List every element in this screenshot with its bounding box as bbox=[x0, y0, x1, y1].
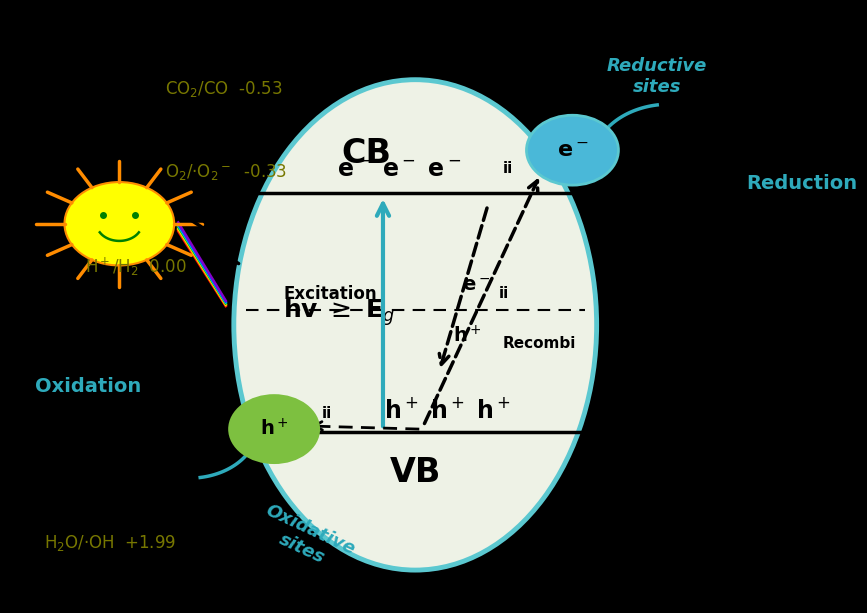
Text: Oxidative
sites: Oxidative sites bbox=[254, 501, 358, 577]
Text: h$^+$: h$^+$ bbox=[453, 326, 482, 346]
Text: Reductive
sites: Reductive sites bbox=[607, 57, 707, 96]
Text: Excitation: Excitation bbox=[284, 285, 377, 303]
Text: CO$_2$/CO  -0.53: CO$_2$/CO -0.53 bbox=[166, 79, 283, 99]
Text: Recombi: Recombi bbox=[502, 336, 576, 351]
Text: CB: CB bbox=[342, 137, 392, 170]
Text: ii: ii bbox=[503, 161, 513, 176]
Text: e$^-$ e$^-$ e$^-$: e$^-$ e$^-$ e$^-$ bbox=[336, 158, 461, 182]
Text: e$^-$: e$^-$ bbox=[461, 276, 490, 294]
Text: Oxidation: Oxidation bbox=[35, 377, 141, 395]
Text: ii: ii bbox=[322, 406, 332, 421]
Circle shape bbox=[526, 115, 618, 185]
Text: h$^+$ h$^+$ h$^+$: h$^+$ h$^+$ h$^+$ bbox=[384, 398, 511, 423]
Circle shape bbox=[228, 394, 320, 464]
Ellipse shape bbox=[234, 80, 596, 570]
Text: h$^+$: h$^+$ bbox=[260, 419, 289, 440]
Text: hv $\geq$ E$_g$: hv $\geq$ E$_g$ bbox=[283, 297, 394, 329]
Text: H$^+$/H$_2$  0.00: H$^+$/H$_2$ 0.00 bbox=[85, 256, 186, 278]
Text: VB: VB bbox=[389, 455, 441, 489]
Text: Reduction: Reduction bbox=[746, 175, 857, 193]
Text: H$_2$O/·OH  +1.99: H$_2$O/·OH +1.99 bbox=[44, 533, 177, 552]
Circle shape bbox=[64, 182, 174, 265]
Text: e$^-$: e$^-$ bbox=[557, 140, 589, 160]
Text: O$_2$/·O$_2$$^-$  -0.33: O$_2$/·O$_2$$^-$ -0.33 bbox=[166, 162, 288, 181]
Text: ii: ii bbox=[499, 286, 509, 300]
